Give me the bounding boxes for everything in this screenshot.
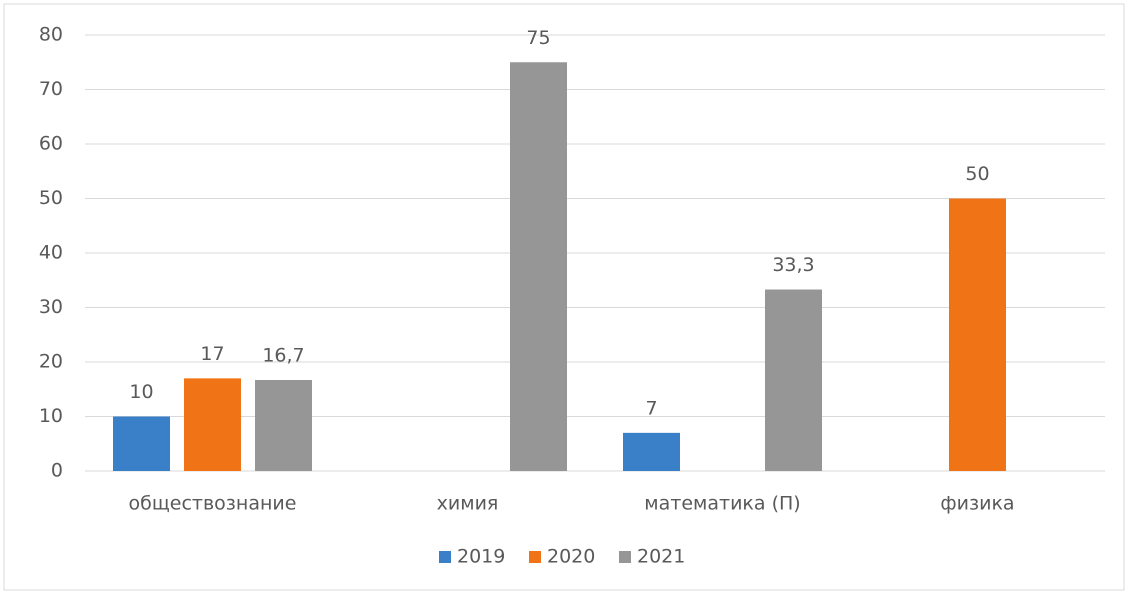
x-tick-label: физика — [940, 493, 1014, 515]
y-tick-label: 10 — [39, 405, 63, 427]
data-label: 10 — [129, 381, 153, 403]
y-tick-label: 0 — [51, 460, 63, 482]
bar — [623, 432, 680, 471]
x-tick-label: обществознание — [129, 493, 297, 515]
data-label: 17 — [200, 343, 224, 365]
legend-label: 2020 — [547, 546, 595, 568]
bar — [255, 379, 312, 471]
bar — [949, 198, 1006, 471]
y-tick-label: 20 — [39, 351, 63, 373]
legend-label: 2019 — [457, 546, 505, 568]
bar — [510, 62, 567, 471]
y-tick-label: 60 — [39, 133, 63, 155]
x-tick-label: математика (П) — [644, 493, 800, 515]
y-tick-label: 80 — [39, 24, 63, 46]
legend-swatch — [619, 551, 631, 563]
bar — [113, 416, 170, 471]
data-label: 16,7 — [262, 344, 304, 366]
x-tick-label: химия — [437, 493, 499, 515]
data-label: 75 — [526, 27, 550, 49]
y-tick-label: 30 — [39, 296, 63, 318]
legend-swatch — [439, 551, 451, 563]
y-tick-label: 40 — [39, 242, 63, 264]
y-tick-label: 50 — [39, 187, 63, 209]
y-tick-label: 70 — [39, 78, 63, 100]
data-label: 50 — [965, 163, 989, 185]
bar — [765, 289, 822, 471]
data-label: 7 — [645, 397, 657, 419]
data-label: 33,3 — [772, 254, 814, 276]
bar — [184, 378, 241, 471]
legend-label: 2021 — [637, 546, 685, 568]
legend-swatch — [529, 551, 541, 563]
